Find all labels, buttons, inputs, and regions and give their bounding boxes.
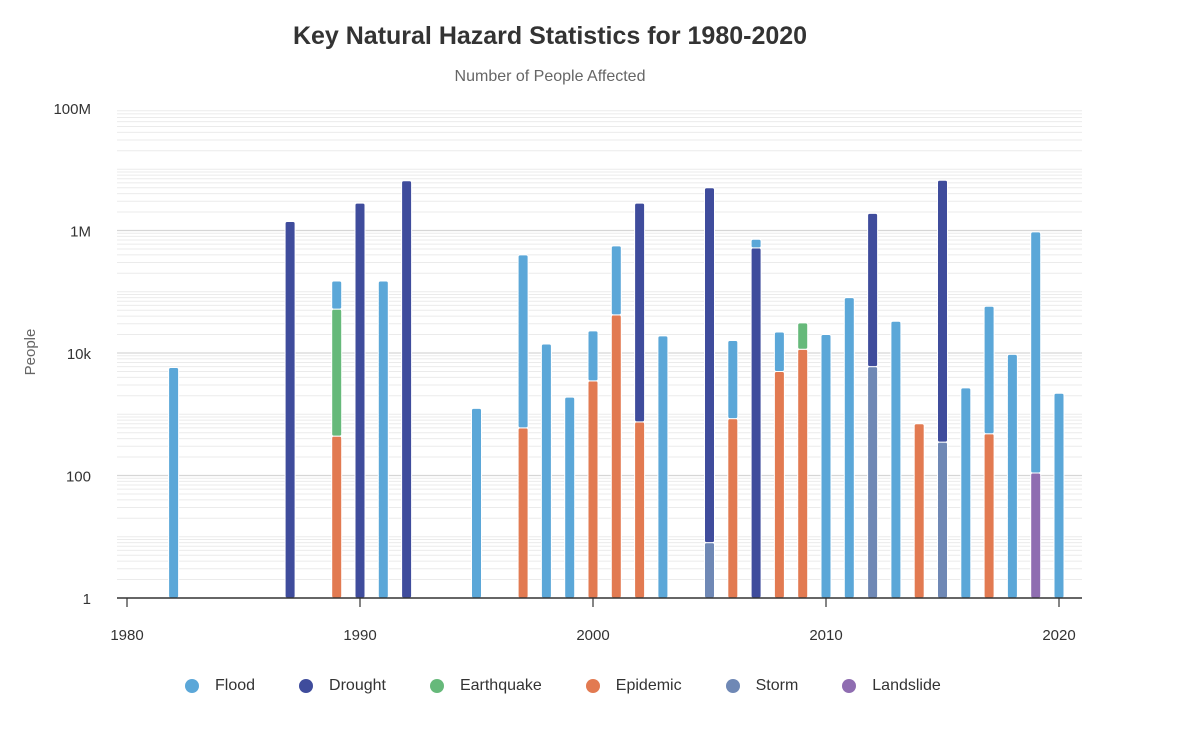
bar-segment-flood: 2018 Flood	[1006, 353, 1018, 599]
y-tick-label: 100M	[53, 101, 91, 118]
x-tick-label: 2020	[1042, 627, 1075, 644]
bar-segment-flood: 1991 Flood	[377, 280, 389, 599]
axes: 1980 1990 2000 2010 2020 1 100 10k 1M 100M	[53, 101, 1082, 644]
bar-segment-drought: 2007 Drought	[750, 247, 762, 599]
legend-label: Landslide	[872, 677, 941, 694]
legend-label: Flood	[215, 677, 256, 694]
bar-segment-flood: 1995 Flood	[471, 407, 482, 599]
bar-segment-flood: 1997 Flood	[517, 254, 529, 429]
bar-segment-flood: 2008 Flood	[773, 331, 785, 372]
bar-segment-epidemic: 2000 Epidemic	[587, 380, 599, 599]
legend-item-landslide[interactable]: Landslide	[842, 677, 941, 695]
bar-segment-flood: 1998 Flood	[540, 343, 552, 599]
legend-dot	[299, 679, 314, 693]
bar-segment-flood: 2000 Flood	[587, 330, 599, 382]
legend-label: Earthquake	[459, 677, 542, 694]
bar-segment-epidemic: 2009 Epidemic	[797, 348, 809, 599]
bar-segment-flood: 1982 Flood	[168, 366, 180, 599]
bar-segment-epidemic: 2001 Epidemic	[610, 314, 622, 599]
bar-segment-drought: 1992 Drought	[401, 180, 413, 599]
bar-segment-flood: 2003 Flood	[657, 335, 669, 599]
x-tick-label: 2000	[576, 627, 609, 644]
bar-segment-flood: 2013 Flood	[890, 320, 902, 599]
legend-item-flood[interactable]: Flood	[185, 677, 255, 695]
bar-segment-flood: 1999 Flood	[564, 396, 576, 599]
bar-segment-flood: 2010 Flood	[820, 334, 832, 599]
legend-item-epidemic[interactable]: Epidemic	[585, 677, 682, 695]
bar-segment-epidemic: 2014 Epidemic	[913, 423, 925, 599]
bar-segment-storm: 2005 Storm	[704, 542, 715, 599]
bar-segment-drought: 2012 Drought	[867, 212, 879, 368]
legend-dot	[585, 679, 600, 693]
bar-segment-flood: 2017 Flood	[983, 305, 995, 435]
bar-segment-flood: 2019 Flood	[1030, 231, 1042, 474]
legend-item-earthquake[interactable]: Earthquake	[429, 677, 542, 695]
bar-segment-earthquake: 1989 Earthquake	[331, 308, 343, 437]
chart-title: Key Natural Hazard Statistics for 1980-2…	[292, 22, 808, 50]
legend-label: Drought	[329, 677, 386, 694]
y-tick-label: 1M	[70, 224, 91, 241]
y-tick-label: 10k	[67, 346, 92, 363]
bar-segment-epidemic: 2008 Epidemic	[773, 370, 785, 599]
legend-dot	[842, 679, 857, 693]
bars: 1982 Flood1987 Drought1989 Epidemic1989 …	[168, 179, 1065, 599]
legend: Flood Drought Earthquake Epidemic Storm Lands…	[185, 674, 985, 698]
bar-segment-flood: 2020 Flood	[1053, 392, 1065, 599]
legend-item-storm[interactable]: Storm	[725, 677, 799, 695]
bar-segment-epidemic: 1997 Epidemic	[517, 427, 529, 599]
bar-segment-drought: 1990 Drought	[354, 202, 366, 599]
bar-segment-drought: 2002 Drought	[634, 202, 646, 423]
x-tick-label: 1990	[343, 627, 376, 644]
y-tick-label: 1	[83, 591, 91, 608]
bar-segment-flood: 1989 Flood	[331, 280, 343, 310]
bar-segment-flood: 2006 Flood	[727, 339, 739, 420]
bar-segment-flood: 2016 Flood	[960, 387, 972, 599]
bar-segment-flood: 2007 Flood	[750, 238, 762, 249]
x-tick-label: 2010	[809, 627, 842, 644]
bar-segment-landslide: 2019 Landslide	[1030, 472, 1042, 599]
legend-dot	[725, 679, 740, 693]
y-tick-label: 100	[66, 469, 91, 486]
bar-segment-storm: 2015 Storm	[937, 441, 948, 599]
bar-segment-epidemic: 2006 Epidemic	[727, 418, 739, 599]
bar-segment-epidemic: 1989 Epidemic	[331, 435, 343, 599]
y-axis-title: People	[22, 329, 39, 376]
bar-segment-flood: 2001 Flood	[610, 245, 622, 316]
legend-item-drought[interactable]: Drought	[299, 677, 386, 695]
bar-segment-epidemic: 2017 Epidemic	[983, 433, 995, 599]
bar-segment-earthquake: 2009 Earthquake	[797, 322, 809, 350]
bar-segment-drought: 2015 Drought	[937, 179, 948, 443]
bar-segment-drought: 2005 Drought	[704, 187, 715, 544]
chart-subtitle: Number of People Affected	[454, 68, 646, 85]
bar-segment-drought: 1987 Drought	[284, 221, 296, 599]
bar-segment-storm: 2012 Storm	[867, 366, 879, 599]
legend-label: Epidemic	[615, 677, 682, 694]
bar-segment-epidemic: 2002 Epidemic	[634, 421, 646, 599]
x-tick-label: 1980	[110, 627, 143, 644]
legend-dot	[185, 679, 199, 693]
legend-label: Storm	[755, 677, 799, 694]
legend-dot	[429, 679, 444, 693]
